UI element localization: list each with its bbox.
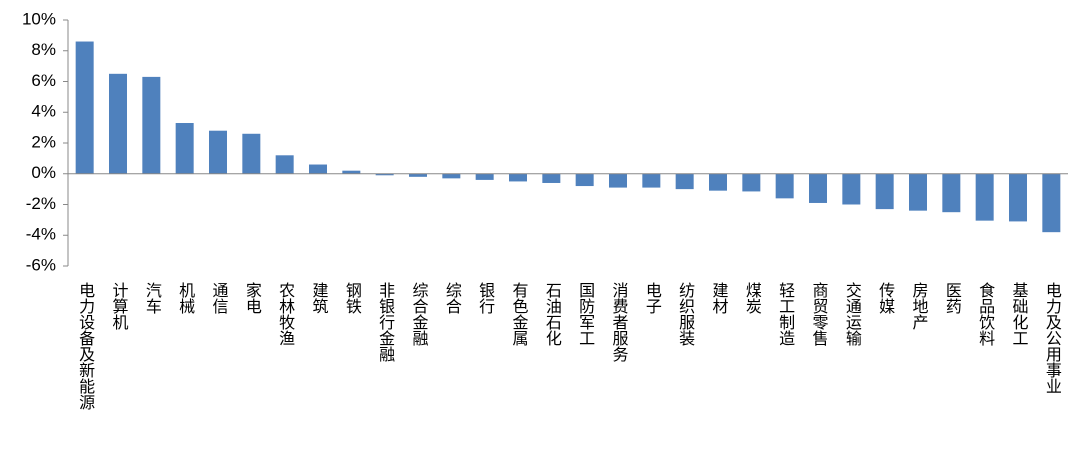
x-tick-label: 电力及公用事业	[1043, 282, 1062, 394]
bar	[875, 173, 894, 210]
y-tick-label: 6%	[31, 71, 56, 90]
bar	[1042, 173, 1061, 233]
x-tick-label: 交通运输	[843, 282, 862, 346]
bar	[142, 76, 161, 174]
bar	[642, 173, 661, 188]
x-tick-label: 电力设备及新能源	[76, 282, 95, 411]
bar	[242, 133, 261, 174]
bar	[542, 173, 561, 183]
x-tick-label: 有色金属	[510, 282, 529, 346]
bar	[375, 173, 394, 176]
bar	[342, 170, 361, 174]
x-tick-label: 通信	[210, 282, 229, 314]
x-tick-label: 传媒	[876, 282, 895, 314]
x-tick-label: 计算机	[110, 282, 129, 331]
x-tick-label: 医药	[943, 282, 962, 315]
x-tick-label: 商贸零售	[810, 282, 829, 346]
y-tick-label: -6%	[26, 255, 56, 274]
bar	[1009, 173, 1027, 222]
x-tick-label: 基础化工	[1010, 282, 1029, 346]
x-tick-label: 家电	[243, 282, 262, 314]
bar	[575, 173, 594, 187]
x-tick-label: 银行	[476, 282, 495, 315]
bar	[209, 130, 227, 174]
x-tick-label: 农林牧渔	[276, 282, 295, 346]
x-tick-label: 综合	[443, 282, 462, 314]
bar	[909, 173, 927, 211]
x-tick-label: 国防军工	[576, 282, 595, 346]
x-tick-label: 石油石化	[543, 282, 562, 346]
x-tick-label: 消费者服务	[610, 282, 629, 363]
bar	[75, 41, 94, 174]
x-tick-label: 纺织服装	[676, 282, 695, 346]
bar	[409, 173, 427, 177]
y-tick-label: 8%	[31, 40, 56, 59]
bar	[809, 173, 827, 203]
x-tick-label: 建筑	[310, 282, 329, 314]
y-tick-label: -2%	[26, 194, 56, 213]
bar	[109, 73, 127, 174]
bar	[775, 173, 794, 199]
bar	[475, 173, 494, 180]
x-tick-label: 食品饮料	[976, 282, 995, 346]
y-tick-label: 4%	[31, 102, 56, 121]
x-tick-label: 电子	[643, 282, 662, 314]
bar	[742, 173, 761, 192]
bar	[442, 173, 461, 179]
y-tick-label: -4%	[26, 225, 56, 244]
bar	[942, 173, 961, 213]
bar	[975, 173, 994, 221]
bar	[709, 173, 727, 191]
x-tick-label: 钢铁	[343, 282, 362, 314]
y-tick-label: 10%	[22, 9, 56, 28]
x-tick-label: 房地产	[910, 282, 929, 330]
bar	[309, 164, 327, 174]
x-tick-label: 建材	[710, 282, 729, 314]
x-tick-label: 轻工制造	[776, 282, 795, 346]
bar	[175, 123, 194, 174]
bar	[275, 155, 294, 174]
y-tick-label: 0%	[31, 163, 56, 182]
x-tick-label: 煤炭	[743, 282, 762, 314]
bar	[509, 173, 527, 182]
x-tick-label: 综合金融	[410, 282, 429, 347]
x-tick-label: 汽车	[143, 282, 162, 314]
x-tick-label: 机械	[176, 282, 195, 314]
y-tick-label: 2%	[31, 132, 56, 151]
bar	[675, 173, 694, 190]
bar	[842, 173, 861, 205]
bar	[609, 173, 627, 188]
x-tick-label: 非银行金融	[376, 282, 395, 363]
